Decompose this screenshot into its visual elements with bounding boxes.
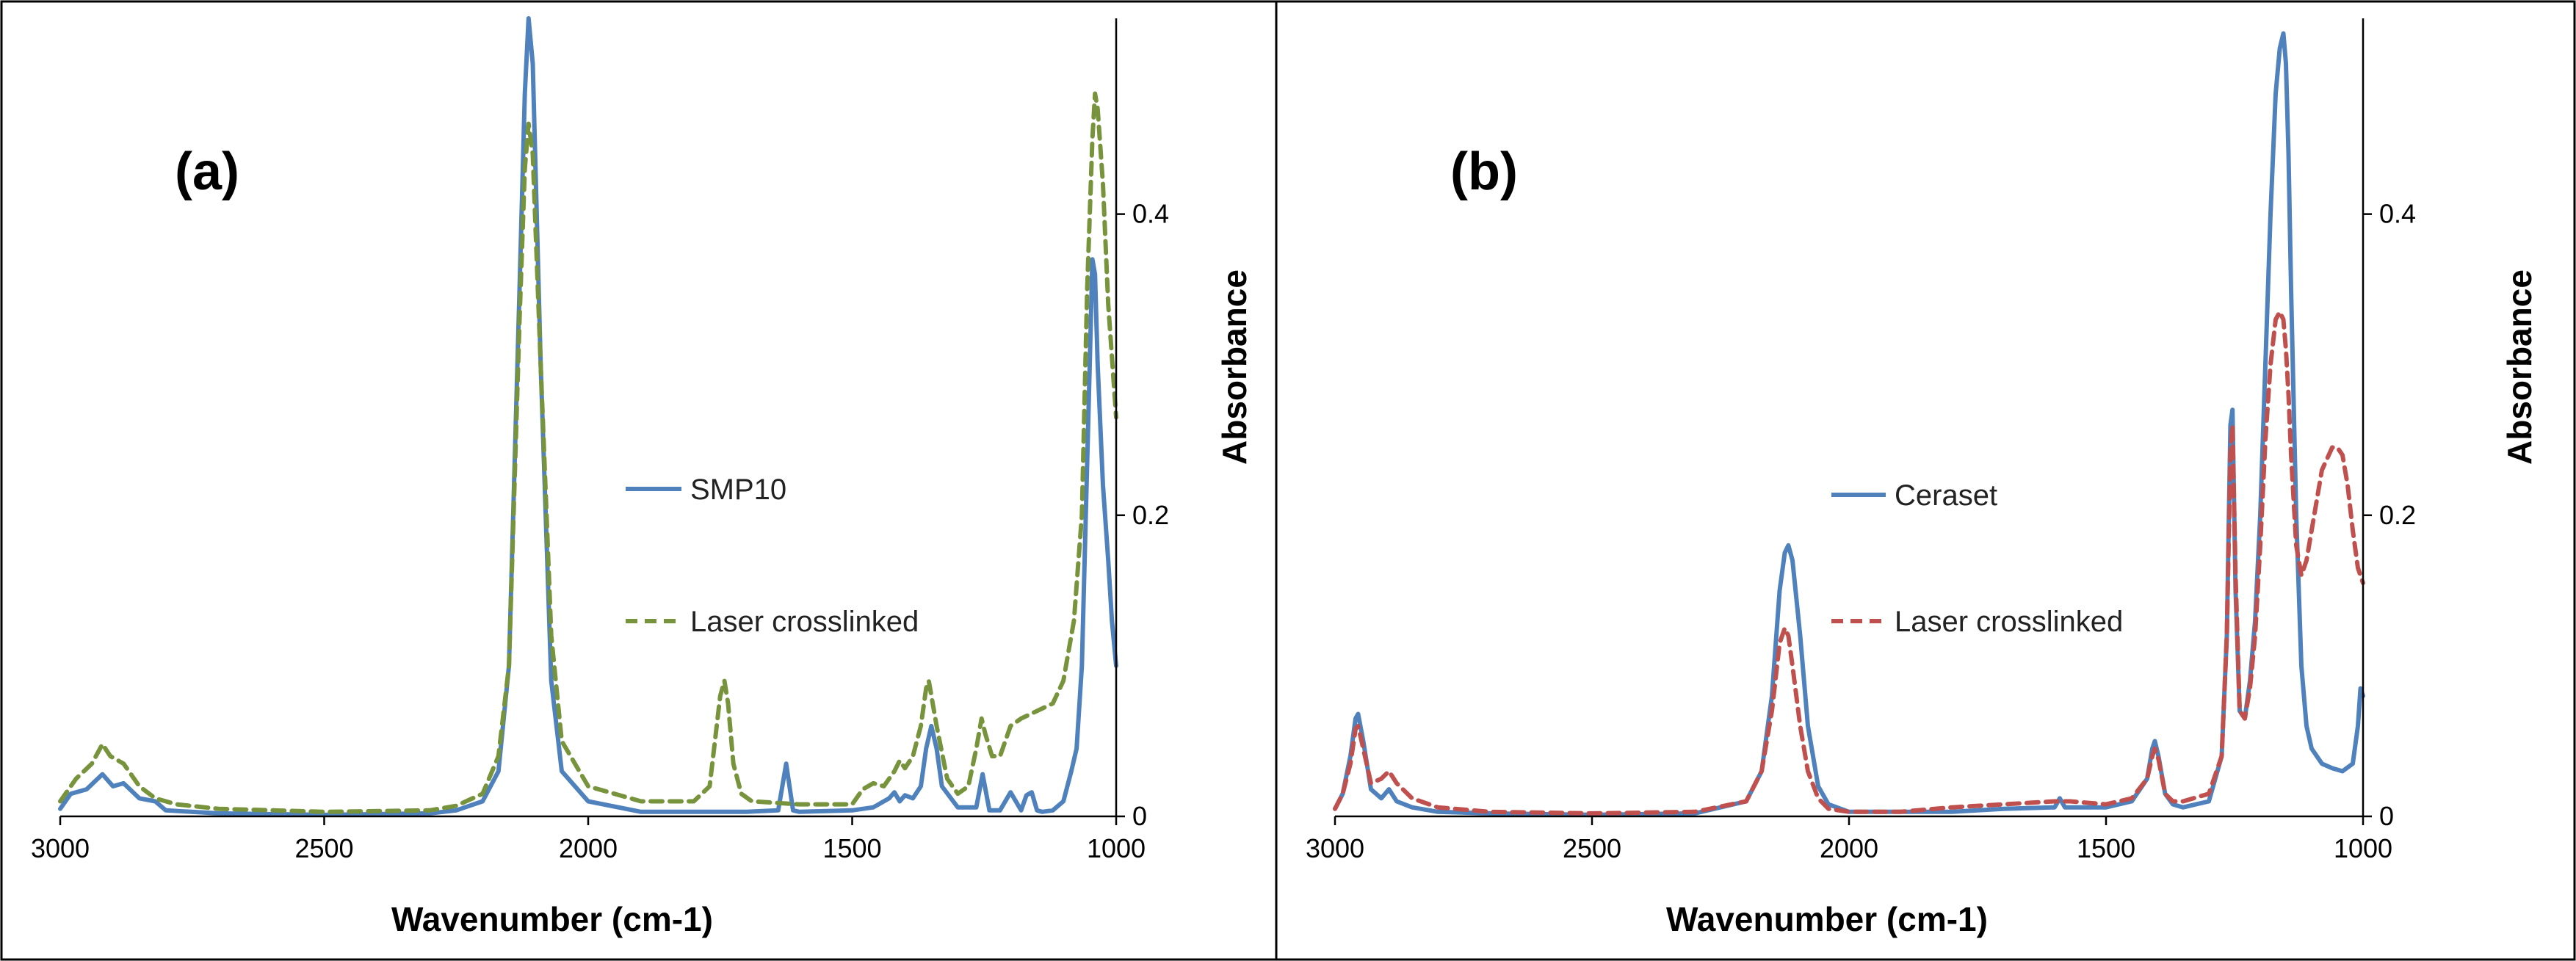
panel-b-x-tick-label-1500: 1500 [2077, 833, 2135, 863]
panel-b-series-laser-crosslinked [1333, 309, 2365, 816]
panel-a-x-axis-title: Wavenumber (cm-1) [391, 900, 713, 938]
panel-a-legend-label-smp10: SMP10 [690, 474, 786, 506]
panel-a-y-tick-label-0: 0 [1132, 801, 1147, 831]
panel-b-x-tick-label-2000: 2000 [1820, 833, 1878, 863]
panel-b-y-tick-label-0: 0 [2379, 801, 2394, 831]
panel-b-label: (b) [1450, 142, 1518, 201]
panel-b-y-tick-label-0-4: 0.4 [2379, 199, 2416, 229]
panel-a-x-tick-label-2000: 2000 [559, 833, 618, 863]
panel-a-legend: SMP10 Laser crosslinked [626, 474, 919, 638]
panel-b-x-tick-label-1000: 1000 [2334, 833, 2392, 863]
panel-b-series-ceraset [1333, 31, 2365, 817]
panel-a-y-tick-label-0-2: 0.2 [1132, 500, 1169, 530]
panel-b-legend-label-laser: Laser crosslinked [1895, 606, 2123, 638]
panel-a-x-tick-label-1000: 1000 [1087, 833, 1146, 863]
panel-a-legend-label-laser: Laser crosslinked [690, 606, 919, 638]
panel-b-x-tick-label-3000: 3000 [1306, 833, 1364, 863]
panel-a-series-smp10 [58, 16, 1118, 817]
panel-a-x-tick-label-2500: 2500 [294, 833, 353, 863]
panel-b-legend: Ceraset Laser crosslinked [1831, 479, 2123, 638]
panel-a-series-layer [58, 16, 1118, 817]
panel-b-y-tick-label-0-2: 0.2 [2379, 500, 2416, 530]
panel-b-y-axis-title: Absorbance [2500, 269, 2539, 465]
panel-a-label: (a) [175, 142, 239, 201]
panel-b-series-layer [1333, 31, 2365, 817]
panel-b-legend-label-ceraset: Ceraset [1895, 479, 1997, 512]
panel-a-series-laser-crosslinked [58, 91, 1118, 814]
panel-a-y-axis-title: Absorbance [1215, 269, 1253, 465]
panel-a-y-tick-label-0-4: 0.4 [1132, 199, 1169, 229]
panel-b-x-tick-label-2500: 2500 [1563, 833, 1621, 863]
panel-a-x-tick-label-1500: 1500 [822, 833, 881, 863]
panel-a-x-tick-label-3000: 3000 [31, 833, 90, 863]
panel-b-x-axis-title: Wavenumber (cm-1) [1666, 900, 1988, 938]
